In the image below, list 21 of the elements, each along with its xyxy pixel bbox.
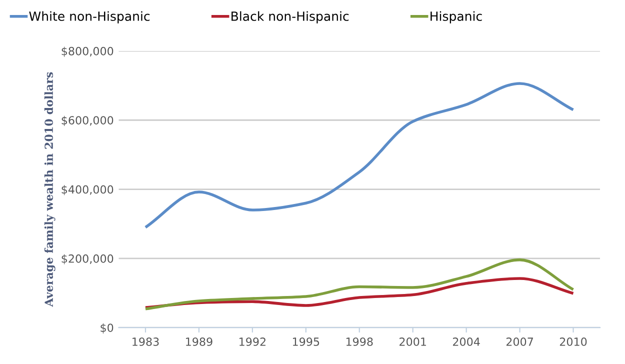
x-tick-label: 1983 [132, 338, 159, 346]
legend-label: Black non-Hispanic [232, 11, 349, 24]
y-tick-label: $0 [100, 323, 114, 334]
x-tick-label: 2010 [560, 338, 587, 346]
legend-label: White non-Hispanic [29, 11, 150, 24]
y-tick-label: $800,000 [62, 46, 114, 57]
x-tick-label: 2001 [400, 338, 426, 346]
x-tick-label: 2004 [452, 338, 480, 346]
line-series [144, 82, 575, 229]
y-tick-label: $400,000 [62, 185, 114, 196]
y-tick-label: $600,000 [62, 116, 114, 126]
x-tick-label: 1989 [186, 338, 212, 346]
y-axis-title: Average family wealth in 2010 dollars [44, 72, 56, 307]
x-tick-label: 1995 [292, 338, 320, 346]
line-series [144, 277, 575, 309]
legend-label: Hispanic [430, 11, 482, 24]
line-series [144, 258, 575, 310]
x-tick-label: 1992 [240, 338, 266, 346]
x-tick-label: 2007 [506, 338, 533, 346]
x-tick-label: 1998 [346, 338, 373, 346]
y-tick-label: $200,000 [62, 254, 114, 264]
